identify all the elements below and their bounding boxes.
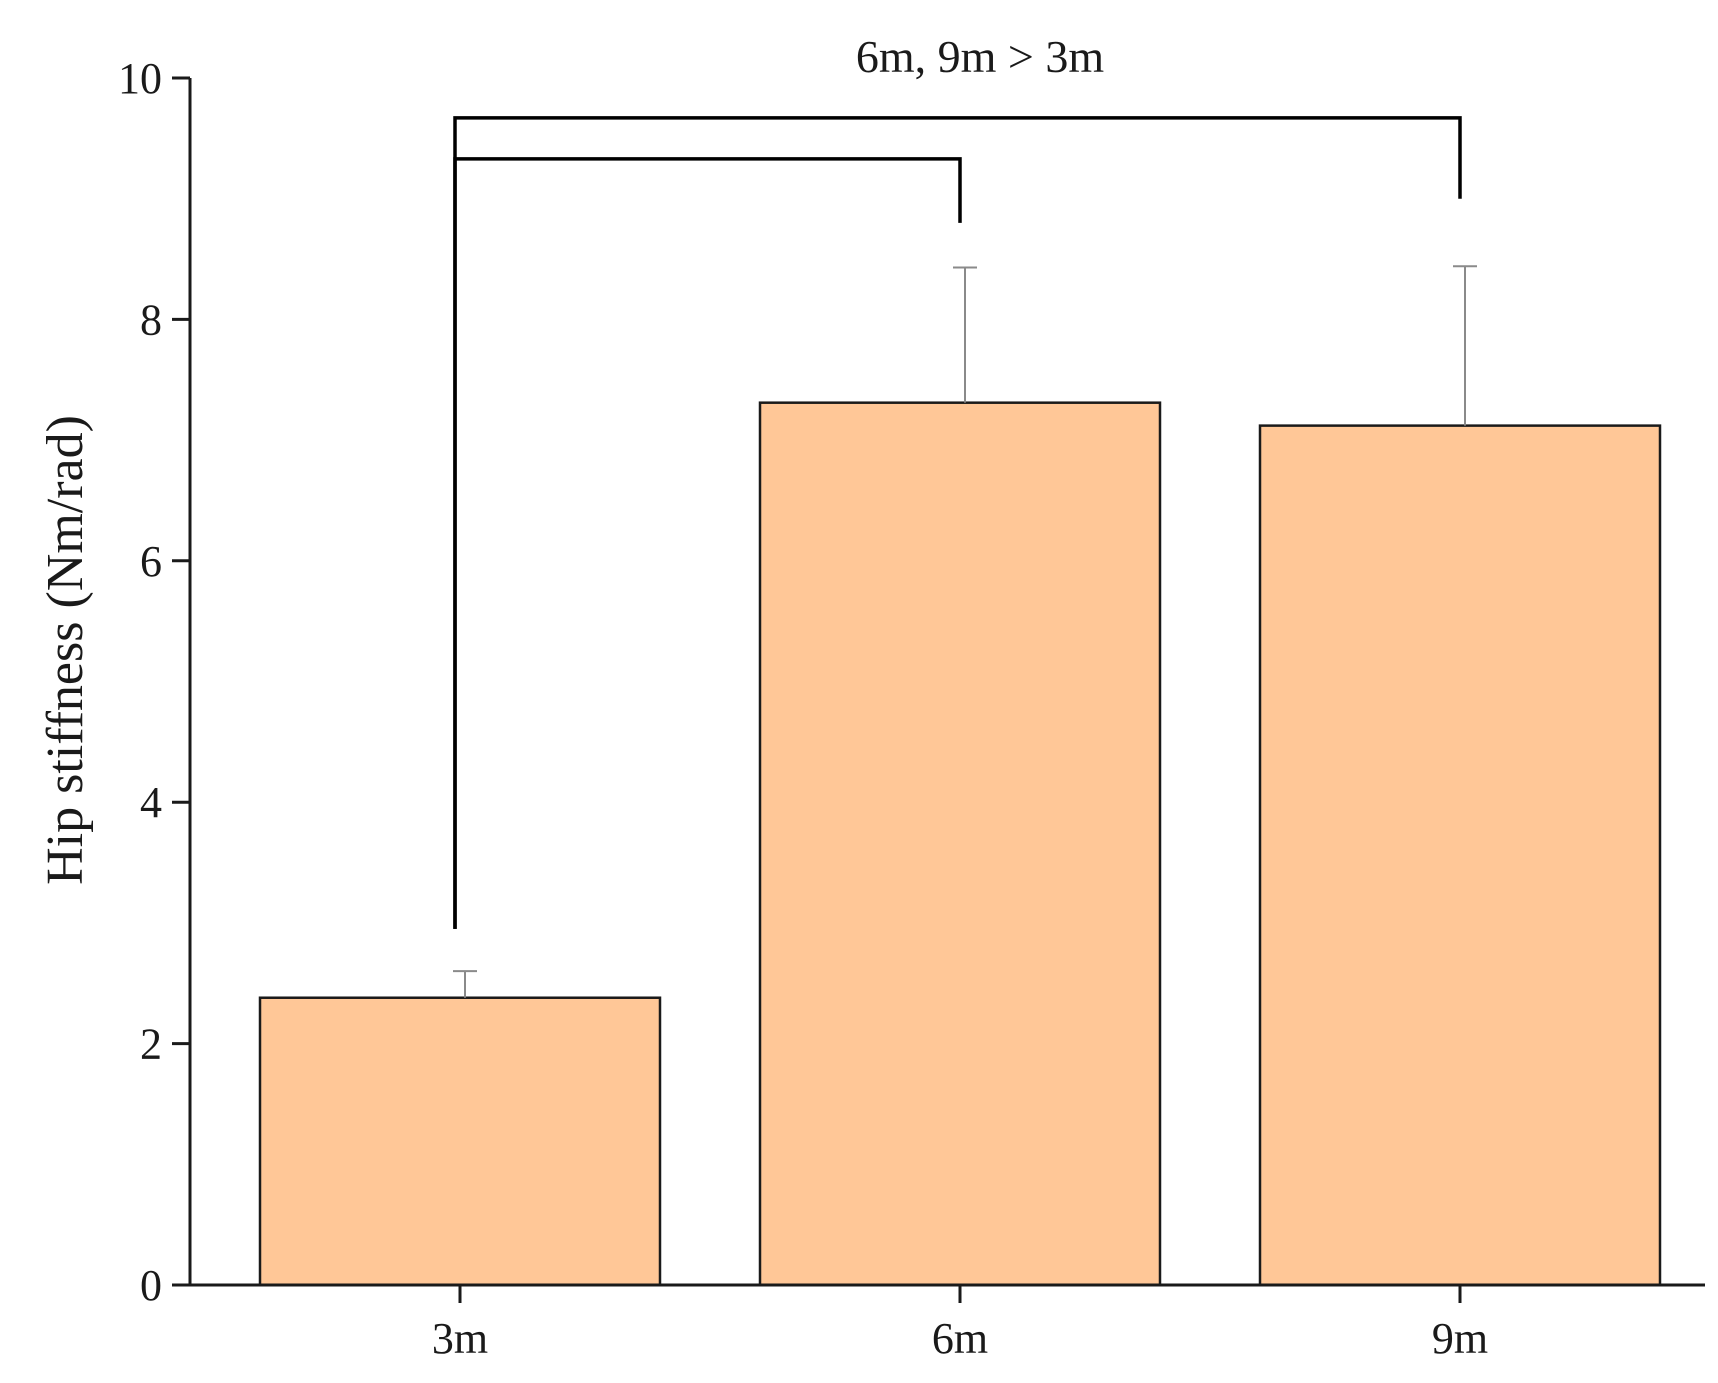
x-tick-label-3m: 3m [432,1314,488,1363]
x-tick-label-6m: 6m [932,1314,988,1363]
error-bars [453,265,1477,998]
bracket-3m-9m [453,116,1462,929]
y-tick-label-2: 2 [140,1020,162,1069]
y-tick-label-10: 10 [118,54,162,103]
y-tick-label-4: 4 [140,778,162,827]
y-axis-title: Hip stiffness (Nm/rad) [37,415,94,885]
y-tick-label-0: 0 [140,1261,162,1310]
x-ticks: 3m 6m 9m [432,1285,1488,1363]
bar-6m [758,401,1162,1287]
bar-9m [1258,424,1662,1287]
bar-3m [258,996,662,1287]
significance-brackets [453,116,1462,929]
y-tick-label-8: 8 [140,295,162,344]
y-ticks: 0 2 4 6 8 10 [118,54,190,1310]
x-tick-label-9m: 9m [1432,1314,1488,1363]
significance-annotation: 6m, 9m > 3m [856,31,1105,82]
axes [188,78,1705,1287]
y-tick-label-6: 6 [140,537,162,586]
bars [258,401,1662,1287]
